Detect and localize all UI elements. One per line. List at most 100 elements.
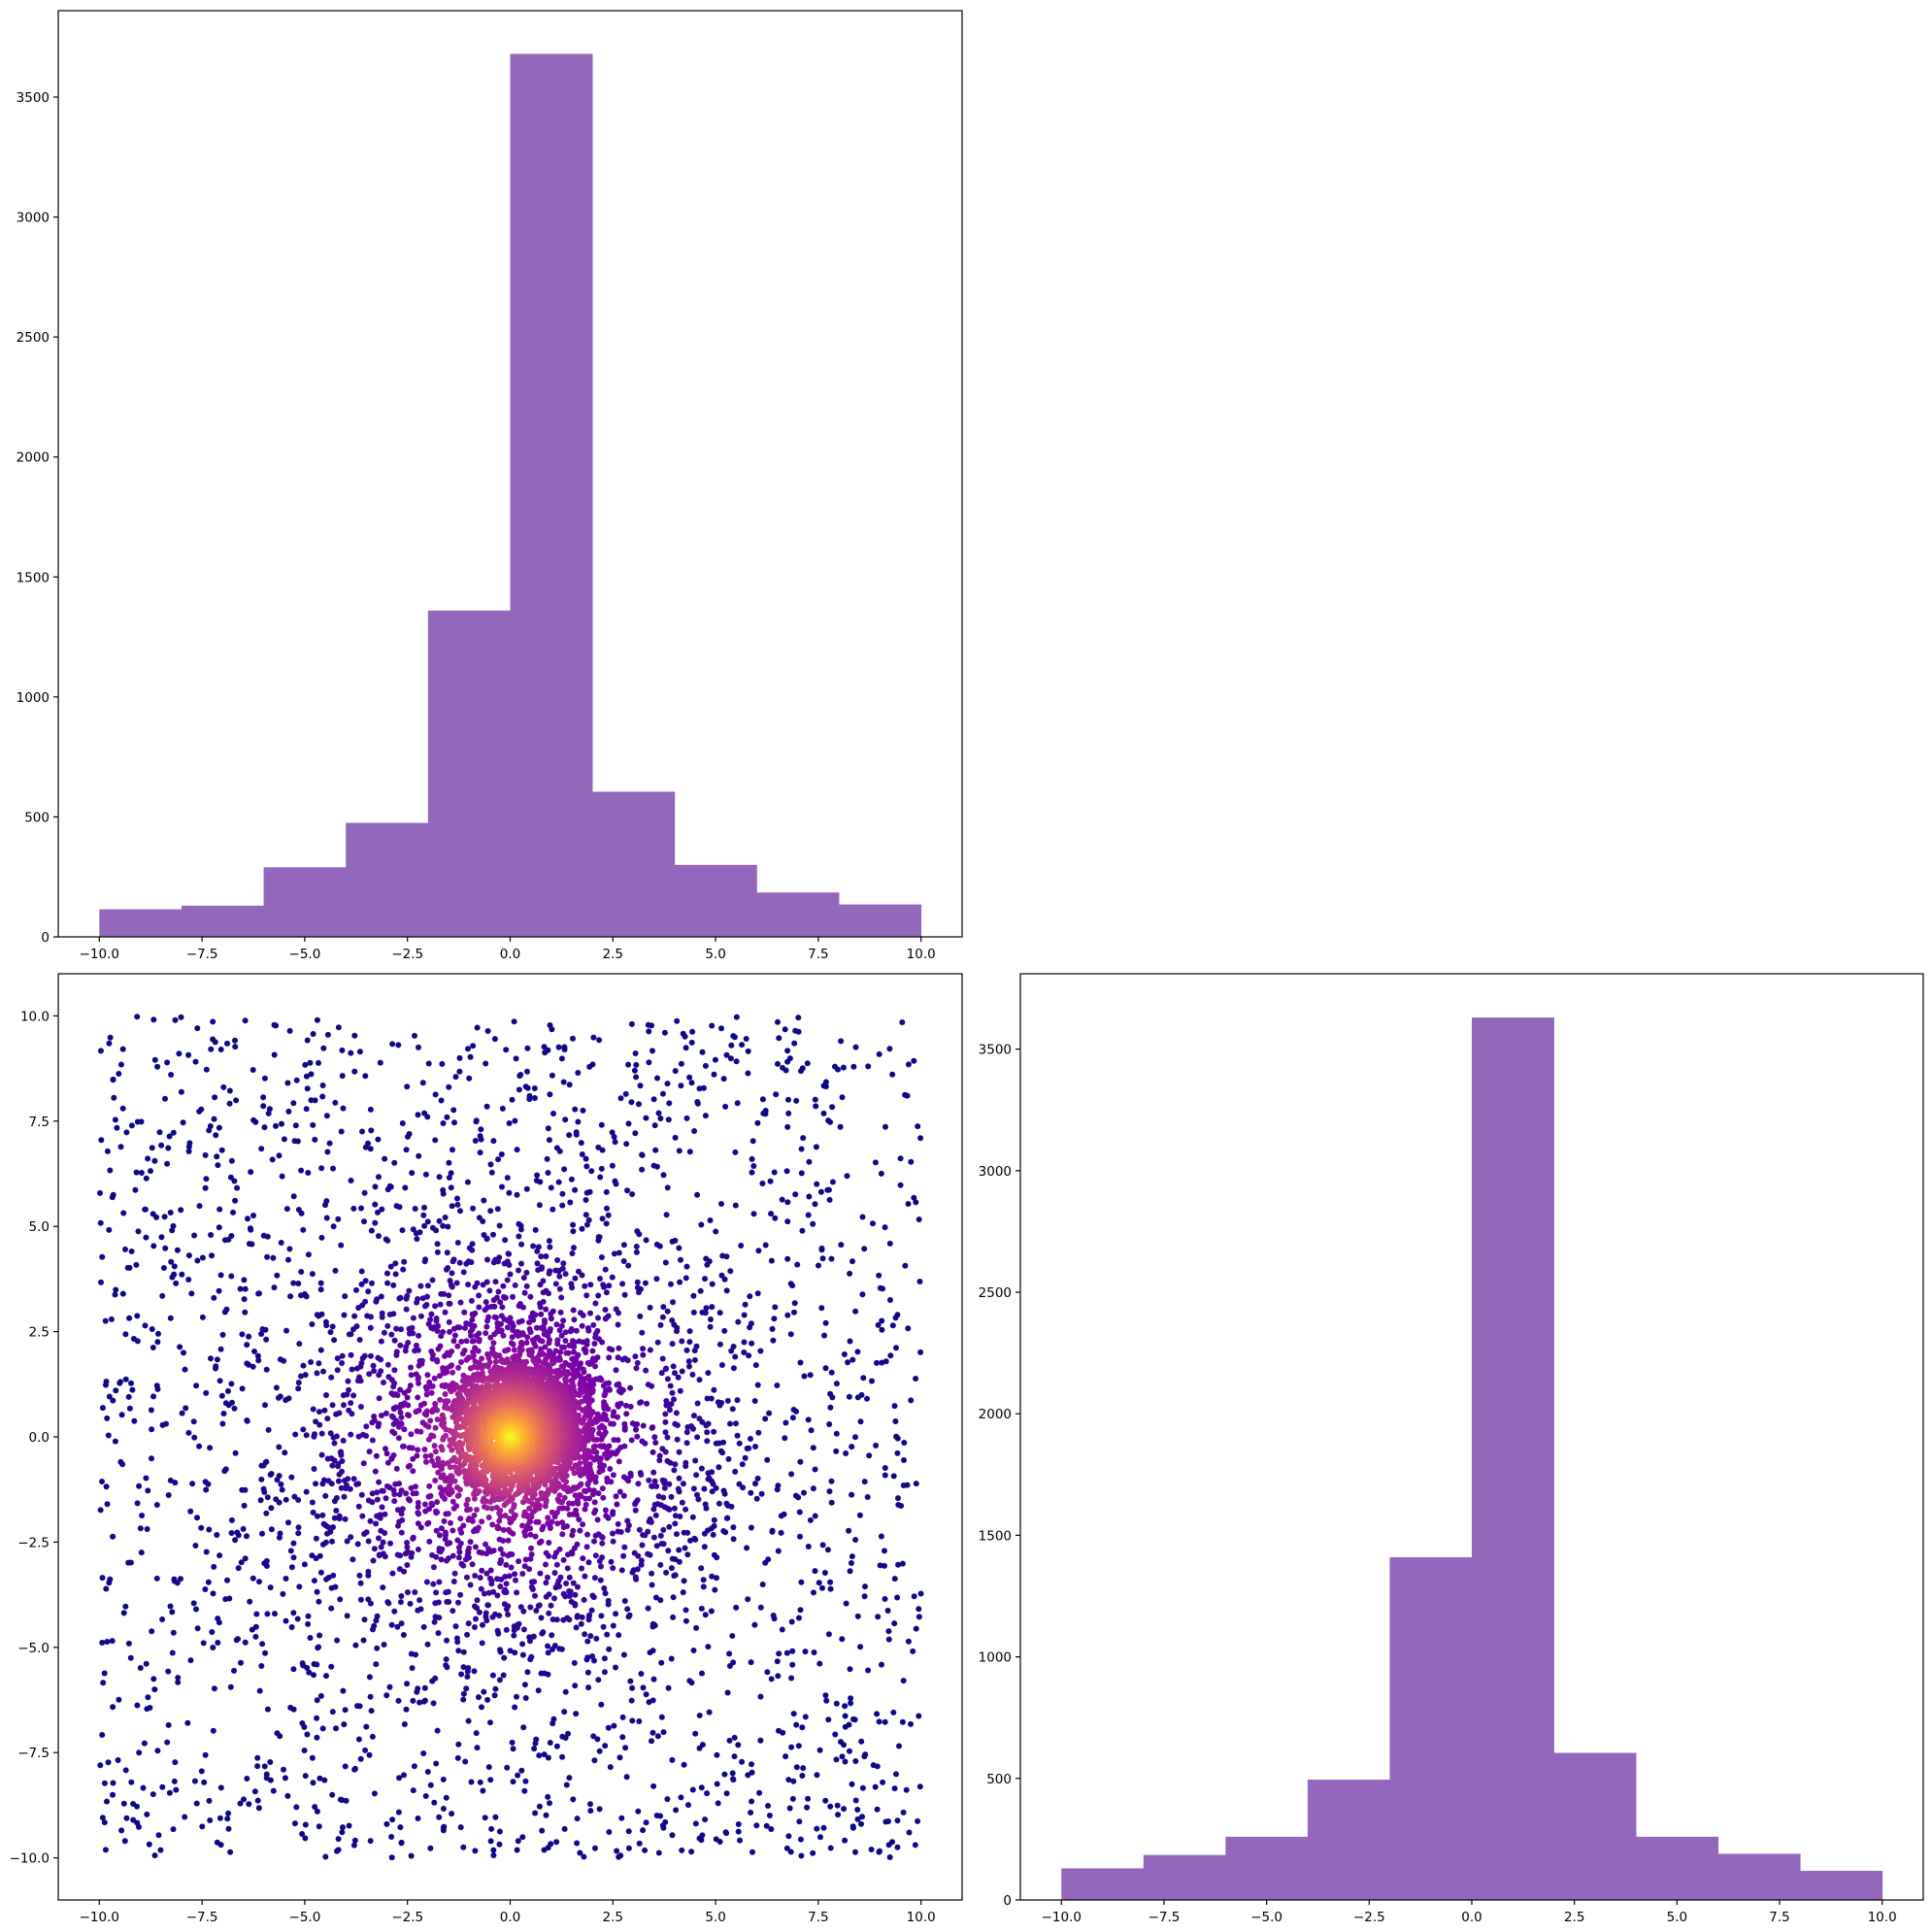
scatter-point [574,1541,581,1548]
scatter-point [209,1629,216,1635]
scatter-point [411,1763,417,1770]
scatter-point [452,1074,459,1081]
scatter-point [145,1487,151,1494]
scatter-point [424,1293,430,1300]
scatter-point [649,1570,655,1577]
scatter-point [599,1485,606,1492]
scatter-point [556,1327,563,1334]
scatter-point [416,1229,423,1236]
scatter-point [556,1546,563,1552]
scatter-point [900,1809,907,1815]
scatter-point [483,1103,490,1110]
scatter-point [559,1190,566,1197]
scatter-point [223,1306,230,1313]
scatter-point [276,1444,283,1450]
scatter-point [483,1550,490,1557]
scatter-point [415,1376,421,1382]
scatter-point [686,1339,693,1346]
scatter-point [717,1448,724,1454]
scatter-point [373,1661,380,1668]
scatter-point [670,1594,677,1601]
scatter-point [117,1061,124,1068]
scatter-point [225,1387,231,1394]
scatter-point [285,1108,292,1115]
scatter-point [106,1226,113,1233]
scatter-point [527,1329,534,1336]
scatter-point [723,1515,730,1521]
scatter-point [614,1501,620,1508]
scatter-point [619,1356,626,1363]
scatter-point [264,1253,271,1260]
scatter-point [451,1332,458,1339]
scatter-point [349,1366,355,1373]
scatter-point [402,1184,409,1191]
scatter-point [876,1272,882,1279]
top-hist-bar [674,864,757,937]
scatter-point [458,1359,464,1365]
scatter-point [265,1110,272,1116]
scatter-point [158,1234,165,1241]
scatter-point [631,1549,638,1556]
scatter-point [572,1275,579,1282]
scatter-point [472,1138,479,1144]
scatter-point [913,1625,919,1632]
scatter-point [556,1505,563,1512]
scatter-point [748,1810,754,1815]
scatter-point [902,1091,909,1098]
scatter-point [467,1506,474,1513]
scatter-point [407,1497,413,1504]
scatter-point [520,1626,527,1633]
scatter-point [791,1300,798,1307]
scatter-point [686,1678,693,1684]
scatter-point [479,1370,485,1377]
scatter-point [585,1327,592,1334]
scatter-point [790,1407,797,1413]
scatter-point [309,1754,316,1761]
scatter-point [782,1435,788,1442]
scatter-point [376,1233,382,1240]
scatter-point [711,1516,717,1523]
scatter-point [324,1523,331,1530]
scatter-point [668,1655,675,1662]
scatter-point [504,1175,511,1182]
scatter-point [376,1395,383,1402]
scatter-point [680,1481,686,1487]
scatter-point [507,1550,514,1557]
scatter-point [389,1041,396,1048]
scatter-point [559,1531,566,1538]
scatter-point [446,1292,452,1299]
scatter-point [375,1136,382,1143]
scatter-point [835,1066,841,1073]
scatter-point [650,1469,657,1476]
scatter-point [235,1636,241,1643]
scatter-point [569,1532,576,1539]
scatter-point [877,1848,882,1854]
scatter-point [766,1813,773,1818]
scatter-point [476,1694,482,1701]
scatter-point [262,1326,269,1333]
scatter-point [288,1624,295,1630]
scatter-point [905,1061,912,1068]
scatter-point [479,1640,485,1647]
scatter-point [689,1371,696,1378]
scatter-point [438,1525,445,1532]
scatter-point [522,1778,529,1784]
scatter-point [217,1842,224,1849]
scatter-point [791,1309,797,1316]
scatter-point [511,1632,517,1639]
scatter-point [835,1812,842,1818]
scatter-point [291,1820,298,1827]
scatter-point [531,1085,538,1091]
scatter-point [527,1293,534,1300]
scatter-point [579,1614,585,1620]
scatter-point [395,1435,402,1442]
scatter-point [842,1703,849,1710]
scatter-point [290,1100,297,1107]
scatter-point [849,1258,855,1265]
scatter-point [549,1509,555,1516]
scatter-point [333,1725,339,1732]
scatter-point [300,1226,307,1233]
scatter-point [371,1622,378,1629]
scatter-point [366,1371,373,1378]
scatter-point [917,1349,924,1355]
